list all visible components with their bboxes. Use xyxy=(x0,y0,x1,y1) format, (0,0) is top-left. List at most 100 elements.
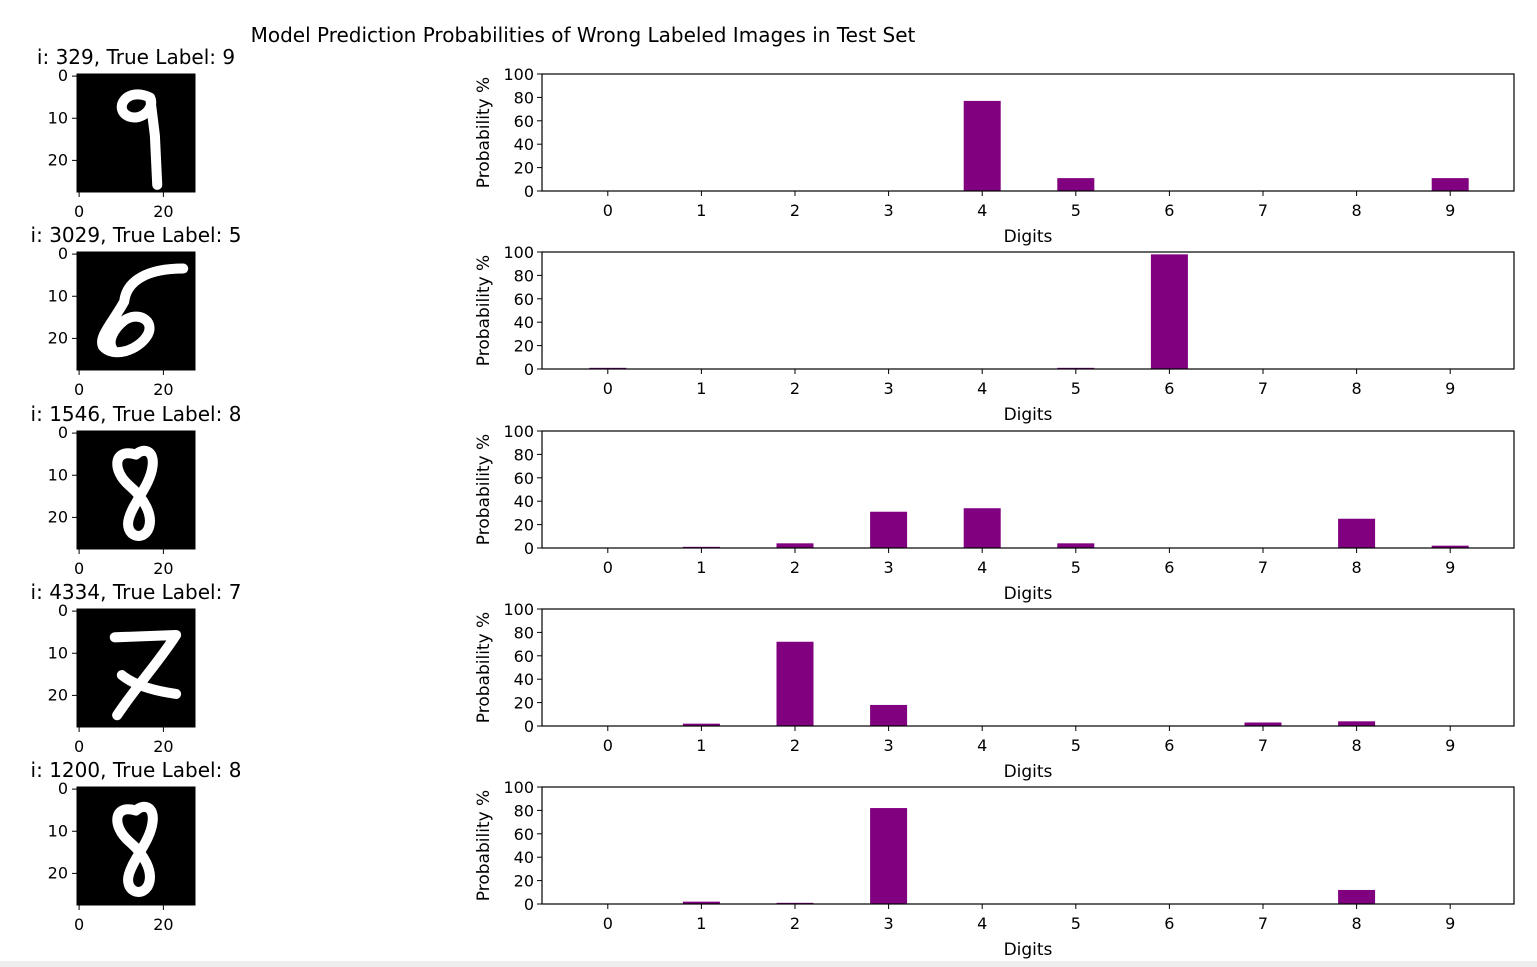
bar-xtick-label: 7 xyxy=(1258,201,1268,220)
bar-xtick-label: 2 xyxy=(790,201,800,220)
digit-image xyxy=(77,609,195,727)
bar-xtick-label: 7 xyxy=(1258,914,1268,933)
digit-stroke xyxy=(116,89,163,190)
bar-xtick-label: 0 xyxy=(603,201,613,220)
bar-xtick-label: 2 xyxy=(790,736,800,755)
image-ytick-label: 10 xyxy=(48,286,68,305)
bar-ytick-label: 0 xyxy=(524,360,534,379)
bar-ytick-label: 60 xyxy=(514,825,534,844)
bar-axes-frame xyxy=(541,73,1515,192)
digit-stroke xyxy=(97,263,189,358)
bar-ytick-label: 0 xyxy=(524,539,534,558)
bar-xtick-label: 0 xyxy=(603,558,613,577)
bar-xlabel: Digits xyxy=(1004,227,1053,247)
bar-xtick-label: 0 xyxy=(603,736,613,755)
probability-bar xyxy=(870,808,908,904)
probability-bar xyxy=(1431,178,1469,191)
bar-xtick-label: 5 xyxy=(1071,736,1081,755)
image-frame xyxy=(76,73,196,193)
bar-xtick-label: 3 xyxy=(884,914,894,933)
bar-xtick-label: 0 xyxy=(603,379,613,398)
bar-xlabel: Digits xyxy=(1004,584,1053,604)
bar-ytick-label: 60 xyxy=(514,647,534,666)
image-ytick-label: 10 xyxy=(48,465,68,484)
bar-xtick-label: 8 xyxy=(1352,379,1362,398)
bar-xtick-label: 7 xyxy=(1258,558,1268,577)
bar-xtick-label: 1 xyxy=(696,379,706,398)
image-title: i: 3029, True Label: 5 xyxy=(31,223,242,247)
image-xtick-label: 20 xyxy=(153,202,173,221)
probability-bar xyxy=(1057,543,1095,548)
image-ytick-label: 10 xyxy=(48,821,68,840)
bar-ytick-label: 20 xyxy=(514,694,534,713)
bar-ytick-label: 100 xyxy=(503,65,534,84)
bar-xtick-label: 4 xyxy=(977,379,987,398)
probability-bar xyxy=(1338,721,1376,726)
bar-axes-frame xyxy=(541,786,1515,905)
bar-xtick-label: 7 xyxy=(1258,736,1268,755)
bar-xtick-label: 2 xyxy=(790,379,800,398)
bar-ytick-label: 60 xyxy=(514,112,534,131)
image-title: i: 329, True Label: 9 xyxy=(37,45,235,69)
bar-ylabel: Probability % xyxy=(474,434,494,545)
bar-xtick-label: 5 xyxy=(1071,914,1081,933)
bar-xtick-label: 8 xyxy=(1352,201,1362,220)
bar-ytick-label: 40 xyxy=(514,313,534,332)
bar-ytick-label: 0 xyxy=(524,717,534,736)
bar-ytick-label: 100 xyxy=(503,243,534,262)
figure-suptitle: Model Prediction Probabilities of Wrong … xyxy=(251,23,916,47)
image-ytick-label: 20 xyxy=(48,507,68,526)
bar-ytick-label: 40 xyxy=(514,492,534,511)
bar-xtick-label: 2 xyxy=(790,558,800,577)
bar-xtick-label: 4 xyxy=(977,914,987,933)
bar-ytick-label: 40 xyxy=(514,848,534,867)
probability-bar xyxy=(870,511,908,548)
probability-bar xyxy=(1431,545,1469,548)
probability-bar xyxy=(776,641,814,726)
bar-ytick-label: 80 xyxy=(514,801,534,820)
image-xtick-label: 20 xyxy=(153,737,173,756)
bar-xtick-label: 6 xyxy=(1164,558,1174,577)
bar-ylabel: Probability % xyxy=(474,790,494,901)
bar-xtick-label: 9 xyxy=(1445,558,1455,577)
bar-ytick-label: 60 xyxy=(514,290,534,309)
bar-ytick-label: 40 xyxy=(514,670,534,689)
bar-xtick-label: 1 xyxy=(696,736,706,755)
image-ytick-label: 10 xyxy=(48,643,68,662)
bar-xtick-label: 0 xyxy=(603,914,613,933)
bar-xtick-label: 5 xyxy=(1071,379,1081,398)
image-xtick-label: 20 xyxy=(153,380,173,399)
bar-ytick-label: 100 xyxy=(503,778,534,797)
window-bottom-strip xyxy=(0,961,1537,967)
bar-ytick-label: 20 xyxy=(514,872,534,891)
bar-axes-frame xyxy=(541,251,1515,370)
bar-axes-frame xyxy=(541,430,1515,549)
bar-ytick-label: 20 xyxy=(514,159,534,178)
image-ytick-label: 0 xyxy=(58,779,68,798)
image-frame xyxy=(76,608,196,728)
image-xtick-label: 0 xyxy=(74,380,84,399)
probability-bar xyxy=(682,901,720,904)
bar-xtick-label: 1 xyxy=(696,914,706,933)
bar-ytick-label: 80 xyxy=(514,266,534,285)
image-xtick-label: 0 xyxy=(74,737,84,756)
bar-ylabel: Probability % xyxy=(474,77,494,188)
bar-xtick-label: 4 xyxy=(977,201,987,220)
bar-ytick-label: 20 xyxy=(514,516,534,535)
probability-bar xyxy=(963,100,1001,191)
bar-ytick-label: 80 xyxy=(514,445,534,464)
bar-xtick-label: 3 xyxy=(884,379,894,398)
bar-xtick-label: 8 xyxy=(1352,914,1362,933)
image-ytick-label: 20 xyxy=(48,863,68,882)
bar-xtick-label: 3 xyxy=(884,736,894,755)
bar-xtick-label: 6 xyxy=(1164,201,1174,220)
bar-ytick-label: 80 xyxy=(514,88,534,107)
bar-xtick-label: 5 xyxy=(1071,201,1081,220)
bar-ytick-label: 40 xyxy=(514,135,534,154)
digit-stroke xyxy=(109,629,182,721)
bar-xtick-label: 3 xyxy=(884,558,894,577)
